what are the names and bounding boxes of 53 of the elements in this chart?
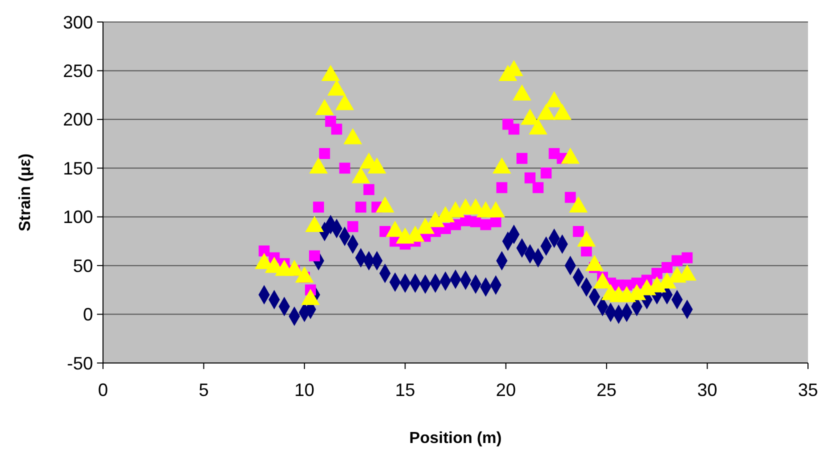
y-tick-label: 50 — [72, 256, 93, 276]
x-tick-label: 15 — [395, 380, 416, 400]
point — [682, 252, 693, 264]
point — [561, 148, 580, 164]
point — [339, 162, 350, 174]
point — [572, 226, 584, 237]
point — [580, 245, 592, 256]
point — [347, 221, 358, 232]
point — [536, 104, 556, 120]
x-tick-label: 30 — [697, 380, 718, 400]
point — [313, 202, 324, 213]
y-tick-label: 0 — [82, 304, 93, 325]
point — [496, 182, 508, 194]
y-tick-label: 300 — [62, 12, 93, 32]
x-tick-label: 35 — [798, 380, 818, 400]
point — [327, 79, 346, 96]
point — [355, 202, 366, 213]
point — [516, 152, 528, 164]
point — [532, 182, 544, 194]
x-tick-label: 20 — [496, 380, 516, 400]
point — [309, 157, 328, 174]
point — [335, 94, 354, 110]
point — [524, 172, 536, 184]
point — [651, 268, 662, 279]
point — [662, 262, 672, 273]
point — [564, 192, 576, 203]
point — [258, 245, 270, 256]
y-axis-title: Strain (με) — [17, 154, 34, 232]
point — [492, 157, 512, 174]
point — [528, 118, 548, 135]
y-tick-label: 200 — [62, 110, 93, 130]
point — [512, 84, 532, 100]
y-tick-label: 250 — [62, 61, 93, 82]
x-tick-label: 5 — [198, 380, 209, 400]
y-tick-label: 150 — [62, 158, 93, 178]
x-axis-title: Position (m) — [409, 430, 502, 447]
y-tick-label: 100 — [62, 207, 93, 228]
point — [544, 91, 564, 108]
x-tick-label: 10 — [294, 380, 314, 400]
point — [540, 168, 552, 178]
point — [480, 219, 492, 230]
point — [309, 250, 320, 262]
x-tick-label: 25 — [596, 380, 617, 400]
point — [368, 157, 386, 174]
point — [363, 184, 374, 196]
point — [672, 255, 683, 266]
point — [552, 104, 572, 120]
y-tick-label: -50 — [66, 353, 93, 374]
point — [321, 64, 340, 81]
point — [343, 128, 362, 144]
point — [315, 98, 334, 116]
point — [352, 167, 370, 184]
x-tick-label: 0 — [98, 380, 108, 400]
